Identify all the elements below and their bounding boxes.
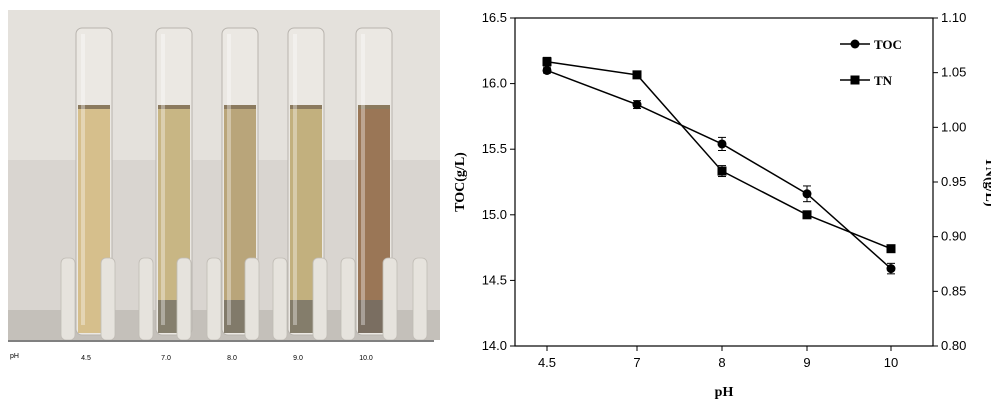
y2-tick-label: 1.05	[941, 65, 966, 80]
series-toc	[542, 65, 896, 275]
liquid-meniscus	[78, 105, 110, 109]
y2-tick-label: 0.80	[941, 338, 966, 353]
toc-tn-chart: 14.0 14.5 15.0 15.5 16.0 16.5 0.80 0.85 0.90 0.9…	[453, 10, 991, 400]
data-point-tn	[542, 57, 552, 67]
rack-peg	[272, 257, 288, 340]
rack-peg	[312, 257, 328, 340]
legend-toc-label: TOC	[874, 37, 902, 52]
photo-ph-axis: pH 4.5 7.0 8.0 9.0 10.0	[8, 340, 434, 362]
y-tick-label: 15.5	[482, 141, 507, 156]
y-tick-label: 16.5	[482, 10, 507, 25]
legend-tn-label: TN	[874, 73, 893, 88]
x-tick-label: 8	[718, 355, 725, 370]
test-tube-photo	[8, 10, 440, 340]
liquid-meniscus	[290, 105, 322, 109]
x-tick-label: 9	[803, 355, 810, 370]
x-tick-label: 10	[884, 355, 898, 370]
tube-highlight	[81, 34, 85, 325]
rack-peg	[244, 257, 260, 340]
y-tick-label: 15.0	[482, 207, 507, 222]
x-tick-label: 4.5	[538, 355, 556, 370]
y-tick-label: 14.5	[482, 272, 507, 287]
photo-ph-label-3: 8.0	[227, 355, 237, 362]
rack-peg	[176, 257, 192, 340]
y2-tick-label: 0.85	[941, 283, 966, 298]
rack-peg	[412, 257, 428, 340]
data-point-tn	[632, 70, 642, 80]
y-tick-label: 14.0	[482, 338, 507, 353]
tube-highlight	[293, 34, 297, 325]
y-axis-title: TOC(g/L)	[453, 152, 468, 212]
y-tick-label: 16.0	[482, 76, 507, 91]
tube-highlight	[227, 34, 231, 325]
plot-frame	[514, 17, 934, 347]
y2-tick-label: 1.00	[941, 119, 966, 134]
rack-peg	[206, 257, 222, 340]
series-tn	[542, 56, 896, 254]
rack-peg	[340, 257, 356, 340]
rack-peg	[100, 257, 116, 340]
legend-toc-marker	[850, 39, 860, 49]
photo-ph-label-5: 10.0	[359, 355, 373, 362]
data-point-toc	[802, 189, 812, 199]
photo-ph-label-1: 4.5	[81, 355, 91, 362]
data-point-tn	[802, 210, 812, 220]
tube-highlight	[361, 34, 365, 325]
y2-axis-title: TN(g/L)	[982, 158, 991, 207]
data-point-toc	[632, 100, 642, 110]
photo-ph-label-4: 9.0	[293, 355, 303, 362]
photo-axis-label: pH	[10, 353, 19, 360]
tube-highlight	[161, 34, 165, 325]
y2-tick-label: 1.10	[941, 10, 966, 25]
photo-ph-label-2: 7.0	[161, 355, 171, 362]
test-tube-1	[75, 27, 113, 336]
data-point-toc	[542, 65, 552, 75]
liquid-meniscus	[224, 105, 256, 109]
legend: TOC TN	[840, 37, 902, 88]
rack-peg	[138, 257, 154, 340]
liquid-meniscus	[158, 105, 190, 109]
data-point-tn	[886, 244, 896, 254]
data-point-toc	[717, 139, 727, 149]
y2-tick-label: 0.90	[941, 229, 966, 244]
x-tick-label: 7	[633, 355, 640, 370]
liquid-meniscus	[358, 105, 390, 109]
rack-peg	[60, 257, 76, 340]
x-axis-title: pH	[715, 385, 734, 400]
legend-tn-marker	[850, 75, 860, 85]
y2-tick-label: 0.95	[941, 174, 966, 189]
data-point-toc	[886, 264, 896, 274]
data-point-tn	[717, 166, 727, 176]
rack-peg	[382, 257, 398, 340]
